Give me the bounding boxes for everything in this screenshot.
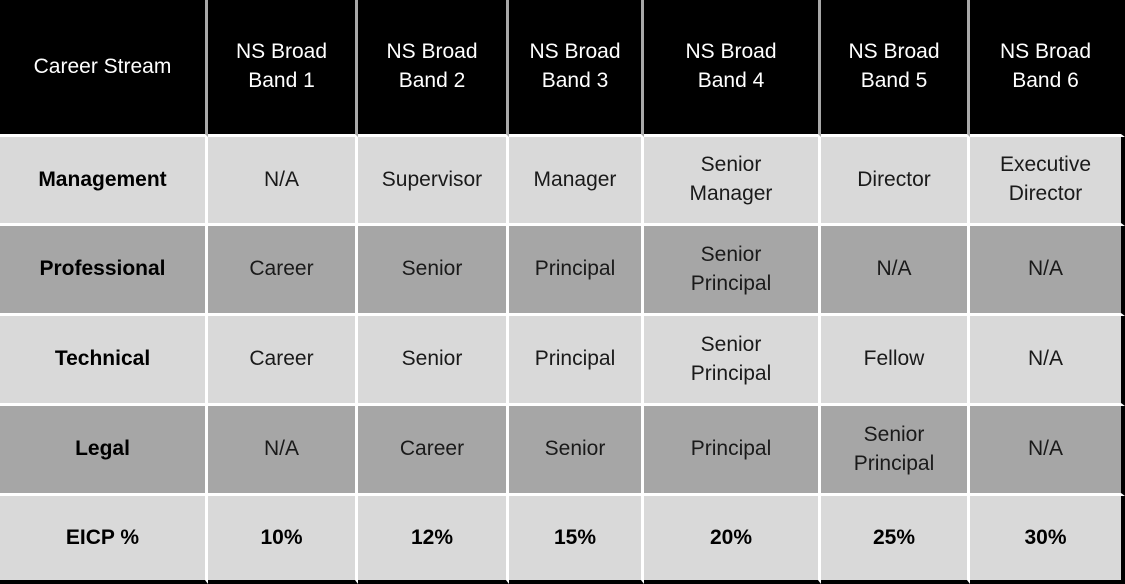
value-text: 15% xyxy=(553,525,597,549)
header-cell-band-4: NS Broad Band 4 xyxy=(644,0,821,137)
value-text: 20% xyxy=(709,525,753,549)
value-cell: 30% xyxy=(970,496,1125,584)
value-cell: 20% xyxy=(644,496,821,584)
header-label: NS Broad Band 2 xyxy=(386,40,478,92)
value-text: Principal xyxy=(534,347,616,371)
value-text: Career xyxy=(249,257,314,281)
row-label-legal: Legal xyxy=(0,406,208,496)
value-cell: Senior xyxy=(358,316,509,406)
value-text: Senior Principal xyxy=(690,332,772,385)
value-cell: 10% xyxy=(208,496,358,584)
header-cell-band-6: NS Broad Band 6 xyxy=(970,0,1125,137)
row-label-text: Management xyxy=(38,167,167,191)
value-text: Career xyxy=(399,437,465,461)
value-cell: Senior Principal xyxy=(821,406,970,496)
row-label-eicp-pct: EICP % xyxy=(0,496,208,584)
row-label-text: EICP % xyxy=(65,525,140,549)
header-cell-band-3: NS Broad Band 3 xyxy=(509,0,644,137)
value-cell: Senior Principal xyxy=(644,226,821,316)
value-cell: Principal xyxy=(509,226,644,316)
header-label: Career Stream xyxy=(33,54,172,78)
value-cell: Career xyxy=(208,316,358,406)
value-text: N/A xyxy=(1027,437,1063,461)
value-cell: 12% xyxy=(358,496,509,584)
header-cell-band-1: NS Broad Band 1 xyxy=(208,0,358,137)
value-text: N/A xyxy=(263,437,299,461)
value-cell: Senior xyxy=(509,406,644,496)
header-label: NS Broad Band 5 xyxy=(848,40,940,92)
value-text: Senior Principal xyxy=(853,422,935,475)
value-text: Manager xyxy=(533,167,617,191)
header-label: NS Broad Band 6 xyxy=(999,40,1092,92)
value-cell: Senior Manager xyxy=(644,137,821,226)
value-text: Senior Manager xyxy=(689,153,773,205)
value-text: 30% xyxy=(1024,525,1067,549)
value-cell: N/A xyxy=(208,137,358,226)
value-cell: Executive Director xyxy=(970,137,1125,226)
value-text: Senior xyxy=(544,437,606,461)
value-text: N/A xyxy=(263,167,299,191)
value-text: Principal xyxy=(534,257,616,281)
value-text: N/A xyxy=(1027,347,1063,371)
value-cell: N/A xyxy=(821,226,970,316)
value-cell: Director xyxy=(821,137,970,226)
value-cell: Senior Principal xyxy=(644,316,821,406)
value-cell: Manager xyxy=(509,137,644,226)
value-cell: 25% xyxy=(821,496,970,584)
value-cell: N/A xyxy=(208,406,358,496)
value-text: Executive Director xyxy=(999,153,1092,205)
value-cell: N/A xyxy=(970,316,1125,406)
header-cell-career-stream: Career Stream xyxy=(0,0,208,137)
value-cell: Career xyxy=(358,406,509,496)
header-label: NS Broad Band 4 xyxy=(685,40,777,92)
header-label: NS Broad Band 1 xyxy=(235,40,328,92)
value-cell: Principal xyxy=(644,406,821,496)
value-cell: Supervisor xyxy=(358,137,509,226)
value-text: Fellow xyxy=(863,347,925,371)
value-text: 10% xyxy=(260,525,303,549)
value-text: Career xyxy=(249,347,314,371)
value-text: Senior xyxy=(401,347,463,371)
value-text: 25% xyxy=(872,525,916,549)
value-text: 12% xyxy=(410,525,454,549)
value-text: Senior xyxy=(401,257,463,281)
header-cell-band-5: NS Broad Band 5 xyxy=(821,0,970,137)
header-cell-band-2: NS Broad Band 2 xyxy=(358,0,509,137)
row-label-professional: Professional xyxy=(0,226,208,316)
value-cell: Senior xyxy=(358,226,509,316)
value-text: Director xyxy=(857,167,931,191)
value-cell: Fellow xyxy=(821,316,970,406)
value-text: N/A xyxy=(876,257,912,281)
row-label-technical: Technical xyxy=(0,316,208,406)
value-text: Principal xyxy=(690,437,772,461)
value-cell: N/A xyxy=(970,406,1125,496)
value-cell: 15% xyxy=(509,496,644,584)
value-text: Supervisor xyxy=(381,167,483,191)
row-label-management: Management xyxy=(0,137,208,226)
value-cell: Career xyxy=(208,226,358,316)
value-cell: N/A xyxy=(970,226,1125,316)
value-cell: Principal xyxy=(509,316,644,406)
row-label-text: Professional xyxy=(39,257,166,281)
value-text: N/A xyxy=(1027,257,1063,281)
value-text: Senior Principal xyxy=(690,242,772,295)
header-label: NS Broad Band 3 xyxy=(529,40,621,92)
row-label-text: Technical xyxy=(54,347,151,371)
row-label-text: Legal xyxy=(75,437,130,461)
